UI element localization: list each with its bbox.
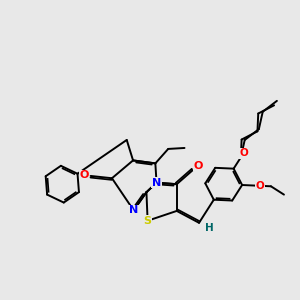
Text: O: O xyxy=(79,170,88,180)
Text: N: N xyxy=(152,178,161,188)
Text: O: O xyxy=(193,160,203,171)
Text: O: O xyxy=(256,181,265,191)
Text: O: O xyxy=(239,148,248,158)
Text: S: S xyxy=(144,216,152,226)
Text: H: H xyxy=(205,223,213,233)
Text: N: N xyxy=(129,205,138,215)
